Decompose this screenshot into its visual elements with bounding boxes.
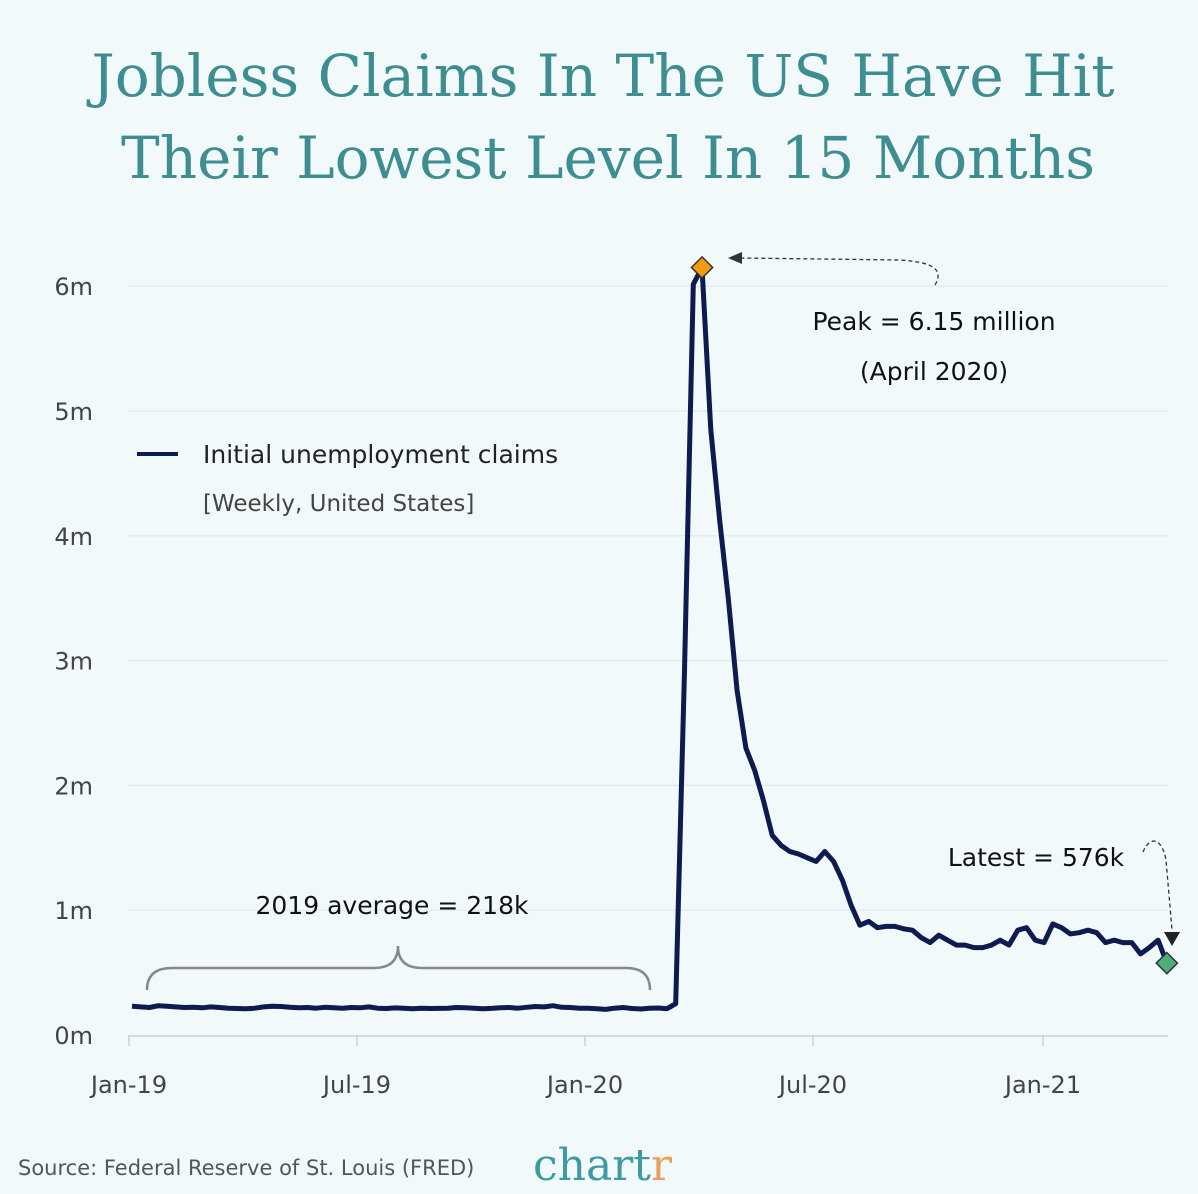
title-line-2: Their Lowest Level In 15 Months	[121, 124, 1095, 192]
latest-arrowhead-icon	[1164, 932, 1180, 946]
latest-annotation: Latest = 576k	[948, 843, 1125, 872]
legend-note: [Weekly, United States]	[203, 491, 474, 517]
y-tick-label: 5m	[54, 398, 93, 426]
y-axis: 0m 1m 2m 3m 4m 5m 6m	[54, 273, 93, 1050]
peak-annotation-line-2: (April 2020)	[860, 357, 1008, 386]
chartr-logo: chartr	[533, 1140, 673, 1191]
peak-marker	[690, 255, 714, 280]
x-axis: Jan-19 Jul-19 Jan-20 Jul-20 Jan-21	[89, 1035, 1168, 1099]
average-annotation: 2019 average = 218k	[256, 891, 529, 920]
title-line-1: Jobless Claims In The US Have Hit	[86, 42, 1114, 110]
source-text: Source: Federal Reserve of St. Louis (FR…	[18, 1156, 474, 1180]
y-tick-label: 1m	[54, 897, 93, 925]
x-tick-label: Jan-20	[545, 1071, 623, 1099]
y-tick-label: 6m	[54, 273, 93, 301]
gridlines	[128, 285, 1168, 911]
peak-arrow	[739, 257, 939, 286]
x-tick-label: Jul-20	[777, 1071, 847, 1099]
peak-arrowhead-icon	[728, 252, 742, 264]
latest-arrow	[1142, 840, 1173, 931]
latest-marker	[1155, 951, 1179, 975]
y-tick-label: 4m	[54, 523, 93, 551]
y-tick-label: 3m	[54, 648, 93, 676]
y-tick-label: 2m	[54, 772, 93, 800]
series-line-initial-claims	[131, 265, 1170, 1012]
average-brace	[145, 945, 652, 991]
x-tick-label: Jul-19	[321, 1071, 391, 1099]
x-tick-label: Jan-21	[1003, 1071, 1081, 1099]
peak-annotation-line-1: Peak = 6.15 million	[812, 307, 1055, 336]
x-tick-label: Jan-19	[89, 1071, 167, 1099]
y-tick-label: 0m	[54, 1022, 93, 1050]
legend-label: Initial unemployment claims	[203, 440, 558, 469]
